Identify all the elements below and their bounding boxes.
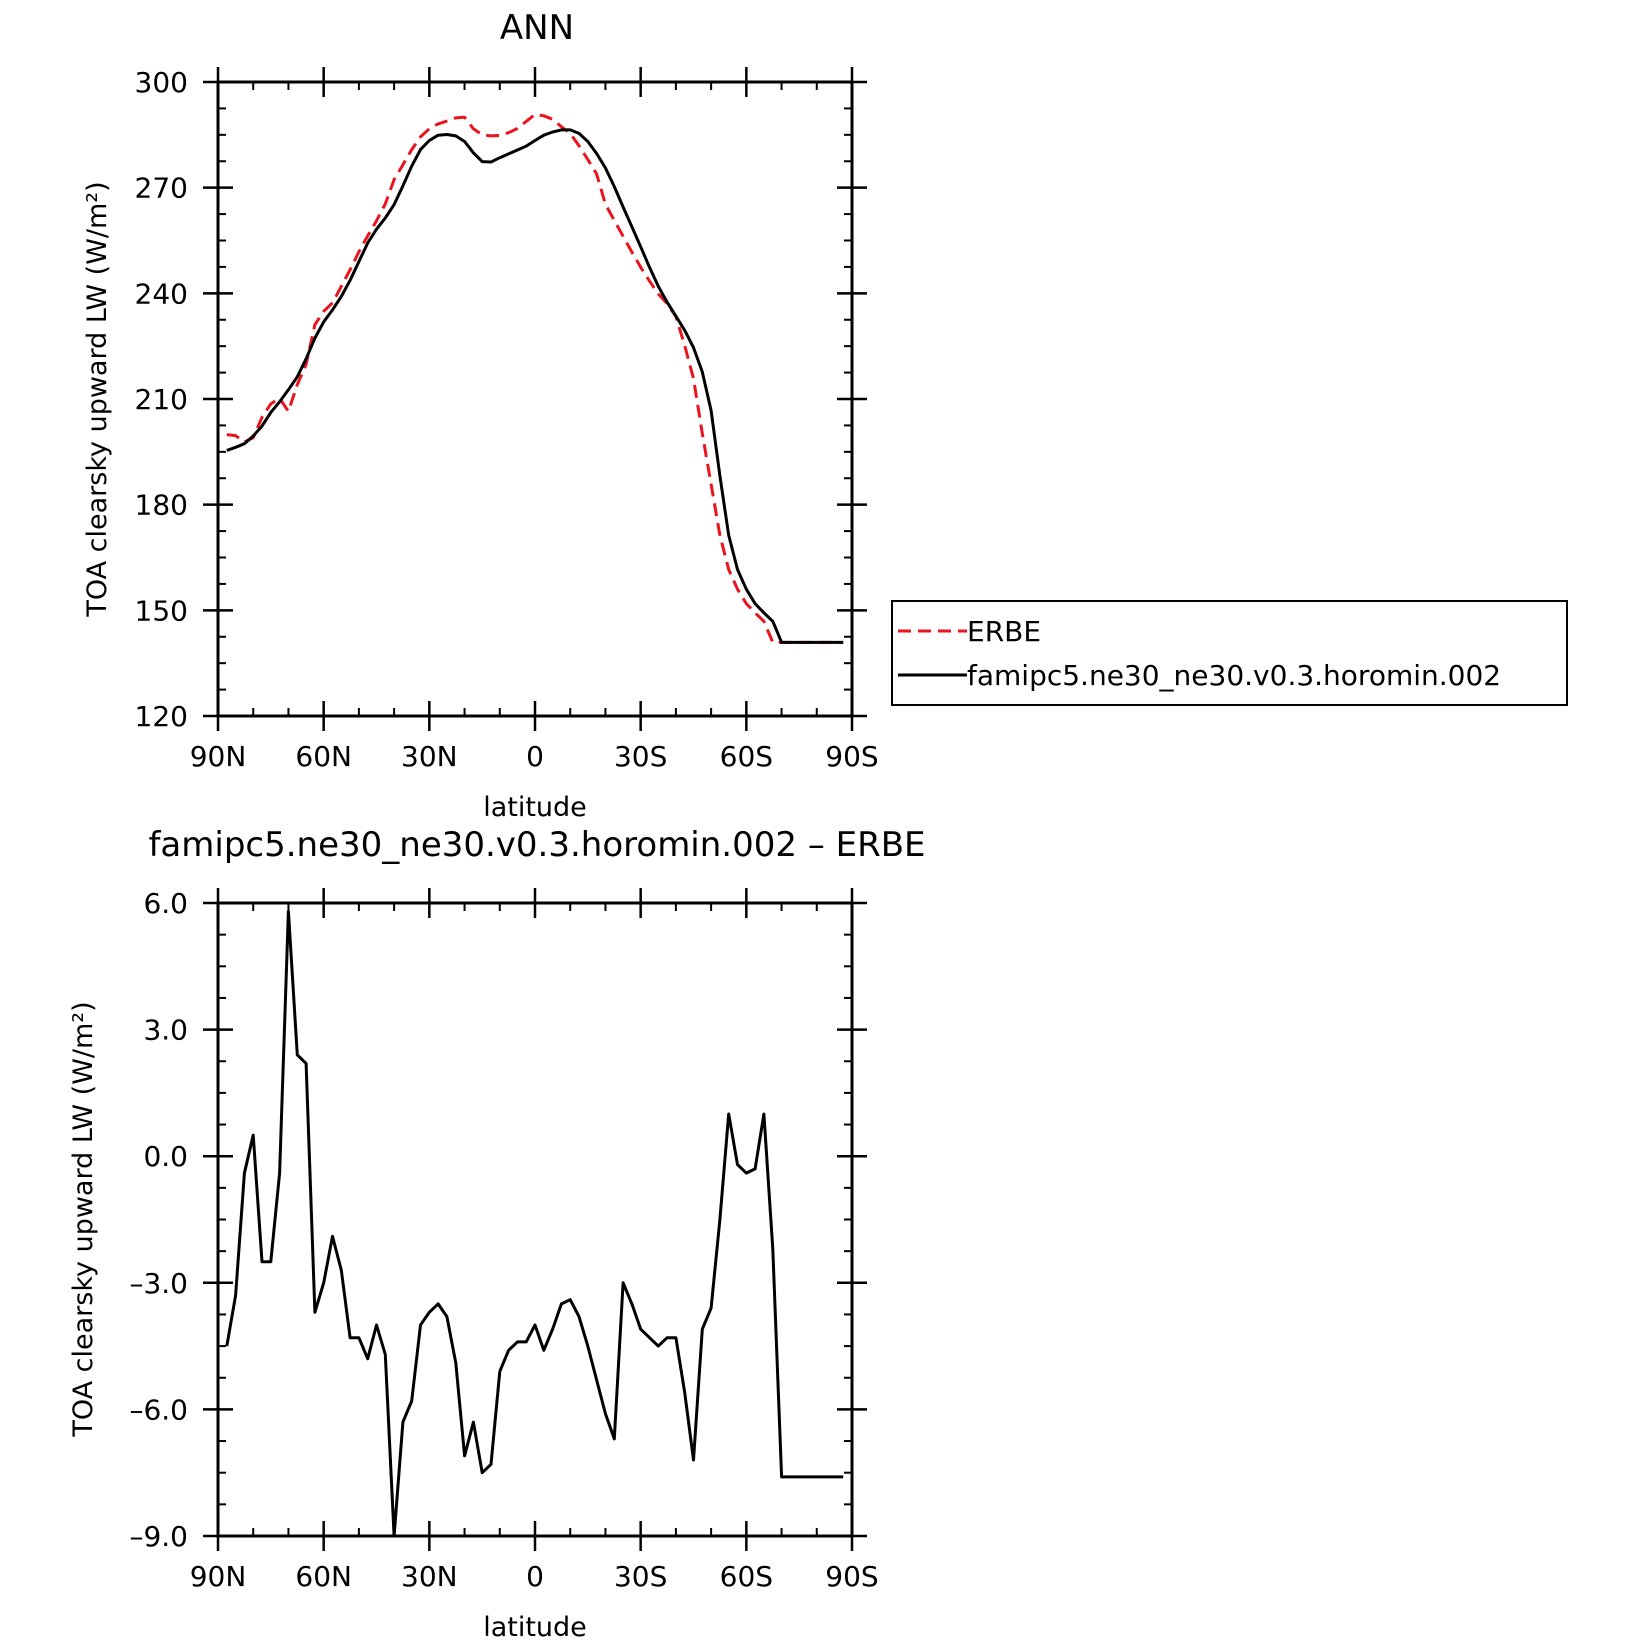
y-tick-labels: 120 150 180 210 240 270 300 (135, 66, 188, 733)
y-tick-label: 240 (135, 277, 188, 310)
y-tick-labels: 6.0 3.0 0.0 –3.0 –6.0 –9.0 (129, 887, 188, 1553)
x-tick-label: 30N (401, 1560, 458, 1593)
x-tick-label: 60N (295, 740, 352, 773)
tick-marks (203, 888, 867, 1551)
legend-label-model: famipc5.ne30_ne30.v0.3.horomin.002 (967, 659, 1501, 692)
y-tick-label: 6.0 (143, 887, 188, 920)
y-tick-label: –9.0 (129, 1520, 188, 1553)
y-tick-label: 300 (135, 66, 188, 99)
series-line-erbe (226, 112, 844, 644)
x-tick-label: 90S (825, 1560, 878, 1593)
x-tick-label: 0 (526, 740, 544, 773)
x-tick-labels: 90N 60N 30N 0 30S 60S 90S (190, 740, 879, 773)
series-line-difference (225, 909, 844, 1538)
y-tick-label: 120 (135, 700, 188, 733)
x-axis-label: latitude (483, 792, 587, 823)
x-tick-label: 90S (825, 740, 878, 773)
x-tick-label: 30S (614, 1560, 667, 1593)
y-tick-label: 210 (135, 383, 188, 416)
y-tick-label: 3.0 (143, 1014, 188, 1047)
x-axis-label: latitude (483, 1612, 587, 1643)
series-line-famipc5-ne30-ne30-v0-3-horomin-002 (226, 128, 844, 644)
x-tick-labels: 90N 60N 30N 0 30S 60S 90S (190, 1560, 879, 1593)
x-tick-label: 30S (614, 740, 667, 773)
y-tick-label: 0.0 (143, 1140, 188, 1173)
y-tick-label: –6.0 (129, 1393, 188, 1426)
series-lines (226, 112, 844, 644)
x-tick-label: 0 (526, 1560, 544, 1593)
x-tick-label: 30N (401, 740, 458, 773)
x-tick-label: 60N (295, 1560, 352, 1593)
x-tick-label: 60S (720, 740, 773, 773)
y-tick-label: –3.0 (129, 1267, 188, 1300)
x-tick-label: 90N (190, 740, 247, 773)
legend-label-erbe: ERBE (967, 615, 1041, 648)
series-lines (225, 909, 844, 1538)
chart-title: famipc5.ne30_ne30.v0.3.horomin.002 – ERB… (148, 825, 925, 865)
legend-box (891, 600, 1568, 706)
plot-frame (216, 901, 854, 1538)
y-tick-label: 180 (135, 489, 188, 522)
legend: ERBE famipc5.ne30_ne30.v0.3.horomin.002 (891, 600, 1568, 706)
y-axis-label: TOA clearsky upward LW (W/m²) (82, 181, 113, 617)
y-tick-label: 270 (135, 172, 188, 205)
plot-frame (216, 80, 854, 718)
chart-title: ANN (500, 8, 574, 48)
x-tick-label: 90N (190, 1560, 247, 1593)
panel-annual-mean: ANN 120 150 180 210 240 270 300 90N 60N 30N 0 30S 6… (82, 8, 879, 823)
y-tick-label: 150 (135, 594, 188, 627)
panel-difference: famipc5.ne30_ne30.v0.3.horomin.002 – ERB… (68, 825, 926, 1643)
y-axis-label: TOA clearsky upward LW (W/m²) (68, 1001, 99, 1437)
x-tick-label: 60S (720, 1560, 773, 1593)
